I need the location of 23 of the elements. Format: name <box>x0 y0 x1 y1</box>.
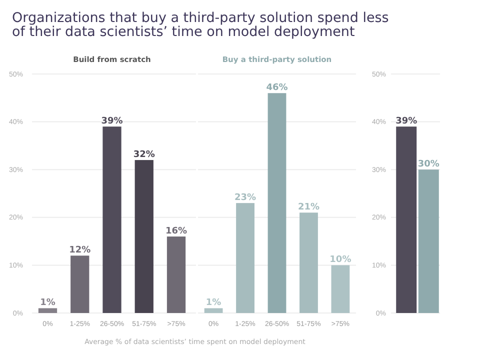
bar <box>166 236 186 313</box>
data-label: 39% <box>396 116 418 127</box>
data-label: 12% <box>69 246 91 256</box>
data-label: 16% <box>165 226 188 237</box>
data-label: 39% <box>101 116 123 127</box>
bar <box>331 265 350 313</box>
chart-title: Organizations that buy a third-party solution spend less of their data scientists’ time on model deployment <box>12 10 389 40</box>
bar <box>70 256 90 313</box>
data-label: 30% <box>418 160 440 170</box>
data-label: 32% <box>133 150 155 160</box>
data-label: 10% <box>330 255 352 266</box>
bar <box>268 93 286 313</box>
bar <box>236 203 254 313</box>
data-label: 21% <box>298 202 320 213</box>
bar <box>38 308 58 313</box>
data-label: 46% <box>266 83 288 94</box>
bar <box>300 212 318 313</box>
bar <box>134 160 154 313</box>
data-label: 23% <box>234 193 256 204</box>
data-label: 1% <box>40 298 56 308</box>
bar <box>102 126 122 313</box>
bar <box>204 308 223 313</box>
data-label: 1% <box>206 298 222 308</box>
